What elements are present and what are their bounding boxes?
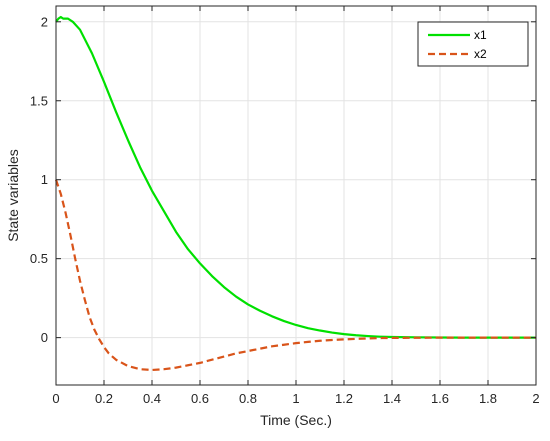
y-axis-label: State variables: [5, 149, 21, 242]
legend-box: [417, 21, 529, 67]
x-tick-label: 0.6: [191, 391, 209, 406]
x-tick-label: 2: [532, 391, 539, 406]
legend: x1 x2: [417, 21, 529, 67]
x-tick-label: 0.8: [239, 391, 257, 406]
x-axis-label: Time (Sec.): [260, 412, 332, 428]
series-line-x1: [55, 15, 536, 339]
x-tick-label: 0.2: [95, 391, 113, 406]
x-tick-label: 1: [292, 391, 299, 406]
axis-ticks: 0 0.2 0.4 0.6 0.8 1 1.2 1.4 1.6 1.8 2 0 0.5 1 1.5 2: [30, 6, 540, 406]
y-tick-label: 1.5: [30, 93, 48, 108]
y-tick-label: 0: [41, 330, 48, 345]
x-tick-label: 0.4: [143, 391, 161, 406]
x-tick-label: 1.6: [431, 391, 449, 406]
x-tick-label: 1.2: [335, 391, 353, 406]
legend-label-x1: x1: [474, 28, 487, 42]
series-line-x2: [54, 179, 536, 372]
x-tick-label: 1.8: [479, 391, 497, 406]
y-tick-label: 0.5: [30, 251, 48, 266]
y-tick-label: 1: [41, 172, 48, 187]
series-layer: [54, 15, 536, 372]
x-tick-label: 0: [52, 391, 59, 406]
y-tick-label: 2: [41, 14, 48, 29]
x-tick-label: 1.4: [383, 391, 401, 406]
legend-label-x2: x2: [474, 47, 487, 61]
